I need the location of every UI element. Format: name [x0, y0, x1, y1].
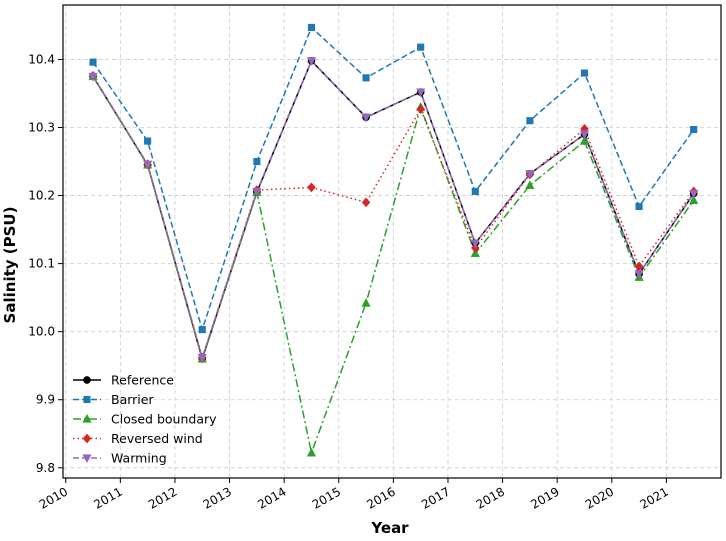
legend-label-2: Closed boundary — [111, 412, 217, 427]
data-point-1-2 — [198, 326, 206, 334]
x-tick-label: 2017 — [419, 484, 452, 511]
data-point-3-4 — [307, 182, 316, 193]
data-point-2-8 — [525, 180, 535, 190]
legend-marker-2 — [82, 413, 92, 423]
x-axis-title: Year — [370, 519, 409, 536]
x-tick-label: 2015 — [310, 484, 343, 511]
data-point-1-9 — [580, 69, 589, 77]
data-point-1-7 — [471, 187, 479, 196]
series-line-4 — [92, 59, 695, 361]
data-point-3-5 — [361, 197, 371, 208]
series-lines — [92, 26, 695, 456]
legend-label-4: Warming — [111, 451, 167, 466]
series-markers — [88, 23, 699, 457]
legend: Reference Barrier Closed boundary Reversed … — [73, 373, 217, 466]
data-point-1-5 — [362, 74, 370, 82]
x-tick-label: 2020 — [583, 484, 616, 511]
data-point-1-6 — [417, 43, 425, 51]
data-point-2-4 — [306, 447, 317, 457]
series-line-2 — [92, 76, 695, 456]
legend-marker-3 — [82, 433, 92, 444]
x-tick-label: 2018 — [474, 484, 507, 511]
data-point-4-0 — [88, 72, 98, 82]
data-point-4-5 — [361, 113, 371, 123]
y-axis-ticks: 9.8 9.9 10.0 10.1 10.2 10.3 10.4 — [28, 52, 63, 475]
y-tick-label: 10.3 — [28, 121, 55, 135]
y-axis-title: Salinity (PSU) — [1, 207, 19, 324]
data-point-4-6 — [416, 88, 426, 98]
legend-label-1: Barrier — [111, 392, 154, 407]
data-point-4-4 — [306, 57, 317, 66]
y-tick-label: 10.0 — [28, 325, 55, 339]
data-point-1-1 — [144, 137, 152, 145]
y-tick-label: 10.4 — [28, 52, 55, 66]
data-point-4-9 — [579, 130, 590, 140]
data-point-4-3 — [252, 187, 262, 197]
x-tick-label: 2012 — [146, 484, 179, 511]
data-point-4-1 — [143, 160, 153, 170]
data-point-2-9 — [579, 135, 590, 145]
data-point-4-2 — [197, 353, 207, 363]
data-point-1-0 — [89, 58, 97, 66]
data-point-4-7 — [470, 239, 480, 249]
x-tick-label: 2013 — [201, 484, 234, 511]
y-tick-label: 9.8 — [36, 461, 55, 475]
x-tick-label: 2014 — [255, 484, 288, 511]
data-point-4-11 — [689, 189, 699, 199]
y-tick-label: 9.9 — [36, 393, 55, 407]
data-point-1-4 — [307, 23, 316, 32]
y-tick-label: 10.2 — [28, 189, 55, 203]
data-point-1-11 — [690, 125, 698, 134]
data-point-2-5 — [361, 297, 371, 307]
series-line-1 — [92, 26, 695, 333]
legend-marker-4 — [82, 454, 92, 464]
data-point-4-10 — [634, 270, 644, 279]
data-point-1-8 — [526, 117, 534, 125]
data-point-3-6 — [416, 104, 425, 115]
x-tick-label: 2019 — [528, 484, 561, 511]
data-point-4-8 — [525, 170, 535, 179]
data-point-2-11 — [689, 195, 699, 204]
plot-frame — [62, 4, 722, 479]
y-tick-label: 10.1 — [28, 257, 55, 271]
x-axis-ticks: 2010 2011 2012 2013 2014 2015 2016 2017 2018 2019… — [37, 478, 671, 512]
data-point-1-3 — [253, 157, 261, 166]
x-tick-label: 2010 — [37, 484, 70, 511]
grid-lines — [63, 5, 721, 478]
x-tick-label: 2016 — [364, 484, 397, 511]
data-point-1-10 — [635, 202, 643, 211]
legend-marker-0 — [83, 376, 91, 384]
legend-label-0: Reference — [111, 373, 174, 388]
legend-marker-1 — [83, 395, 91, 404]
x-tick-label: 2021 — [637, 484, 670, 511]
legend-label-3: Reversed wind — [111, 431, 203, 446]
x-tick-label: 2011 — [91, 484, 124, 511]
